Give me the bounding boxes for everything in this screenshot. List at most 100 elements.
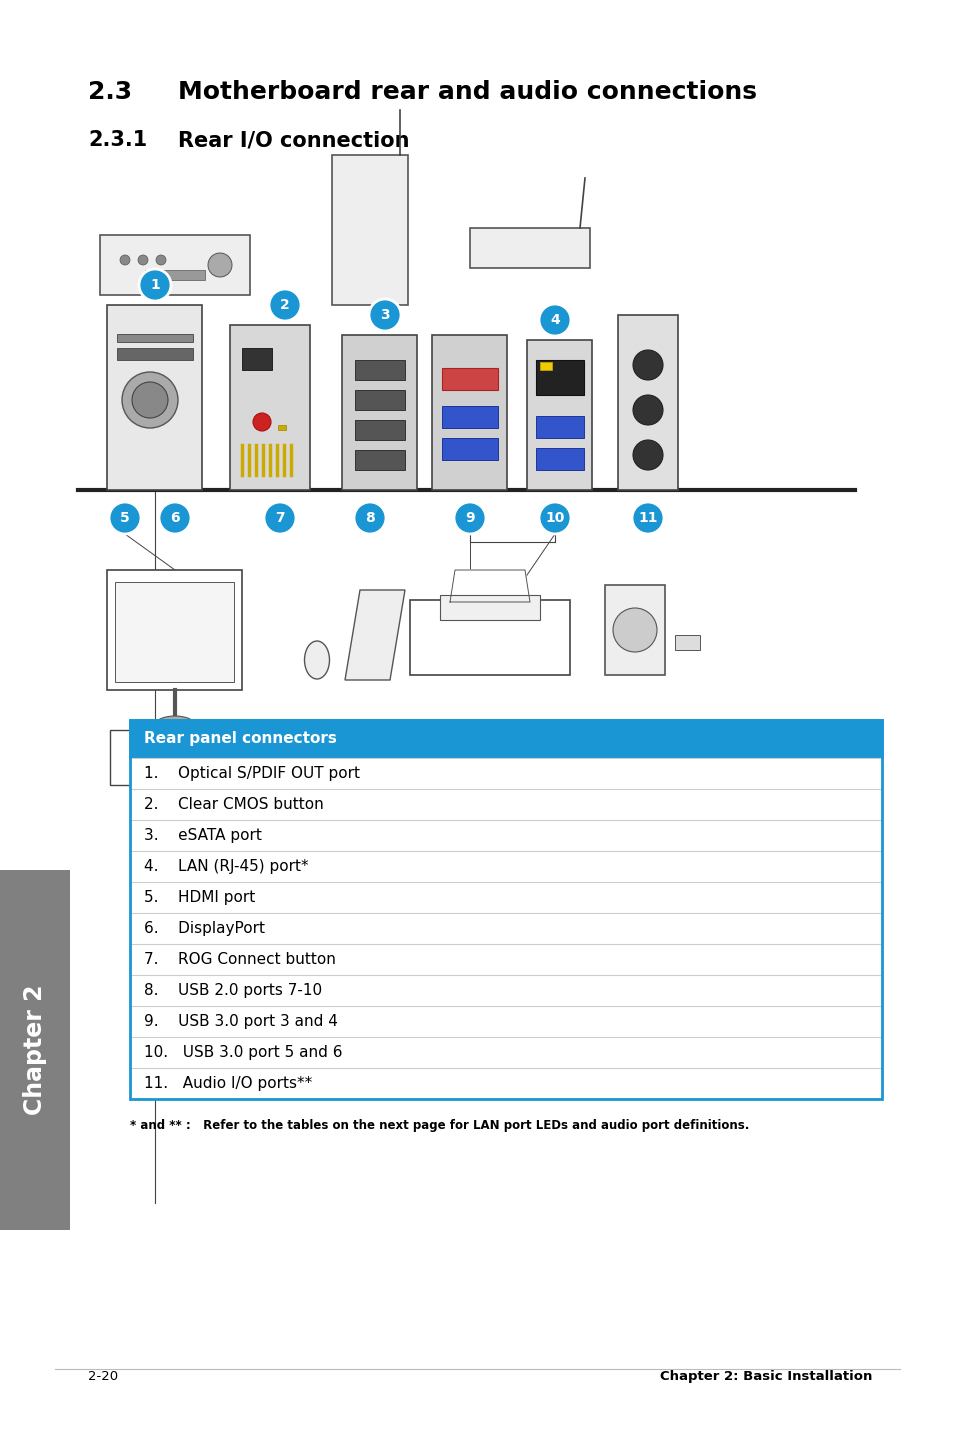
- Text: 1: 1: [150, 278, 160, 292]
- Text: 2-20: 2-20: [88, 1370, 118, 1383]
- Bar: [432, 335, 507, 490]
- Circle shape: [269, 289, 301, 321]
- Polygon shape: [450, 569, 530, 603]
- Text: 8.    USB 2.0 ports 7-10: 8. USB 2.0 ports 7-10: [144, 984, 322, 998]
- Bar: [130, 881, 882, 913]
- Bar: [0, 870, 70, 1229]
- Circle shape: [613, 608, 657, 651]
- Circle shape: [138, 255, 148, 265]
- Text: 9: 9: [465, 510, 475, 525]
- Circle shape: [156, 255, 166, 265]
- Text: 5.    HDMI port: 5. HDMI port: [144, 890, 255, 905]
- Circle shape: [369, 299, 400, 331]
- Circle shape: [354, 502, 386, 533]
- Bar: [110, 731, 240, 785]
- Ellipse shape: [154, 716, 194, 733]
- Circle shape: [120, 255, 130, 265]
- Bar: [108, 305, 202, 490]
- Circle shape: [633, 395, 662, 426]
- Bar: [130, 720, 882, 758]
- Text: 6: 6: [170, 510, 179, 525]
- Text: 2.    Clear CMOS button: 2. Clear CMOS button: [144, 797, 323, 812]
- Text: 10: 10: [545, 510, 564, 525]
- Text: 8: 8: [365, 510, 375, 525]
- Text: 5: 5: [120, 510, 130, 525]
- Circle shape: [208, 253, 232, 278]
- Circle shape: [631, 502, 663, 533]
- Text: 1.    Optical S/PDIF OUT port: 1. Optical S/PDIF OUT port: [144, 766, 359, 781]
- Text: 9.    USB 3.0 port 3 and 4: 9. USB 3.0 port 3 and 4: [144, 1014, 337, 1030]
- Bar: [242, 348, 272, 370]
- Bar: [130, 720, 882, 1099]
- Bar: [130, 913, 882, 943]
- Bar: [117, 334, 193, 342]
- Bar: [130, 758, 882, 789]
- Text: Motherboard rear and audio connections: Motherboard rear and audio connections: [178, 81, 757, 104]
- Ellipse shape: [304, 641, 329, 679]
- Text: Rear I/O connection: Rear I/O connection: [178, 129, 409, 150]
- Circle shape: [132, 383, 168, 418]
- Bar: [130, 820, 882, 851]
- Bar: [117, 348, 193, 360]
- Bar: [355, 360, 405, 380]
- Bar: [342, 335, 417, 490]
- Bar: [108, 569, 242, 690]
- Text: 4: 4: [550, 313, 559, 326]
- Bar: [130, 851, 882, 881]
- Text: Chapter 2: Basic Installation: Chapter 2: Basic Installation: [659, 1370, 871, 1383]
- Text: 11: 11: [638, 510, 657, 525]
- Bar: [539, 362, 552, 370]
- Bar: [536, 360, 583, 395]
- Circle shape: [253, 413, 271, 431]
- Text: 7.    ROG Connect button: 7. ROG Connect button: [144, 952, 335, 966]
- Bar: [130, 1037, 882, 1068]
- Bar: [145, 270, 205, 280]
- Bar: [355, 390, 405, 410]
- Text: 3.    eSATA port: 3. eSATA port: [144, 828, 262, 843]
- Circle shape: [454, 502, 485, 533]
- Text: 7: 7: [274, 510, 285, 525]
- Circle shape: [159, 502, 191, 533]
- Text: 2: 2: [280, 298, 290, 312]
- Bar: [130, 789, 882, 820]
- Bar: [439, 595, 539, 620]
- Bar: [536, 449, 583, 470]
- Bar: [355, 420, 405, 440]
- Circle shape: [139, 269, 171, 301]
- Bar: [230, 325, 310, 490]
- Circle shape: [633, 440, 662, 470]
- Text: 4.    LAN (RJ-45) port*: 4. LAN (RJ-45) port*: [144, 858, 309, 874]
- Bar: [618, 315, 678, 490]
- Text: 3: 3: [380, 308, 390, 322]
- Bar: [527, 339, 592, 490]
- Bar: [604, 585, 664, 674]
- Bar: [355, 450, 405, 470]
- Bar: [441, 406, 497, 429]
- Bar: [115, 582, 234, 682]
- Circle shape: [633, 349, 662, 380]
- Bar: [332, 155, 408, 305]
- Bar: [536, 416, 583, 439]
- Circle shape: [109, 502, 141, 533]
- Bar: [675, 636, 700, 650]
- Bar: [100, 234, 250, 295]
- Bar: [130, 943, 882, 975]
- Text: 6.    DisplayPort: 6. DisplayPort: [144, 920, 265, 936]
- Text: * and ** :   Refer to the tables on the next page for LAN port LEDs and audio po: * and ** : Refer to the tables on the ne…: [130, 1119, 749, 1132]
- Bar: [277, 426, 286, 430]
- Bar: [130, 1007, 882, 1037]
- Text: 11.   Audio I/O ports**: 11. Audio I/O ports**: [144, 1076, 312, 1091]
- Circle shape: [122, 372, 178, 429]
- Bar: [441, 368, 497, 390]
- Text: 2.3: 2.3: [88, 81, 132, 104]
- Polygon shape: [345, 590, 405, 680]
- Bar: [130, 975, 882, 1007]
- Bar: [470, 229, 589, 267]
- Text: Chapter 2: Chapter 2: [23, 985, 47, 1116]
- Circle shape: [264, 502, 295, 533]
- Text: Rear panel connectors: Rear panel connectors: [144, 732, 336, 746]
- Text: 2.3.1: 2.3.1: [88, 129, 147, 150]
- Circle shape: [538, 303, 571, 336]
- Text: 10.   USB 3.0 port 5 and 6: 10. USB 3.0 port 5 and 6: [144, 1045, 342, 1060]
- Bar: [441, 439, 497, 460]
